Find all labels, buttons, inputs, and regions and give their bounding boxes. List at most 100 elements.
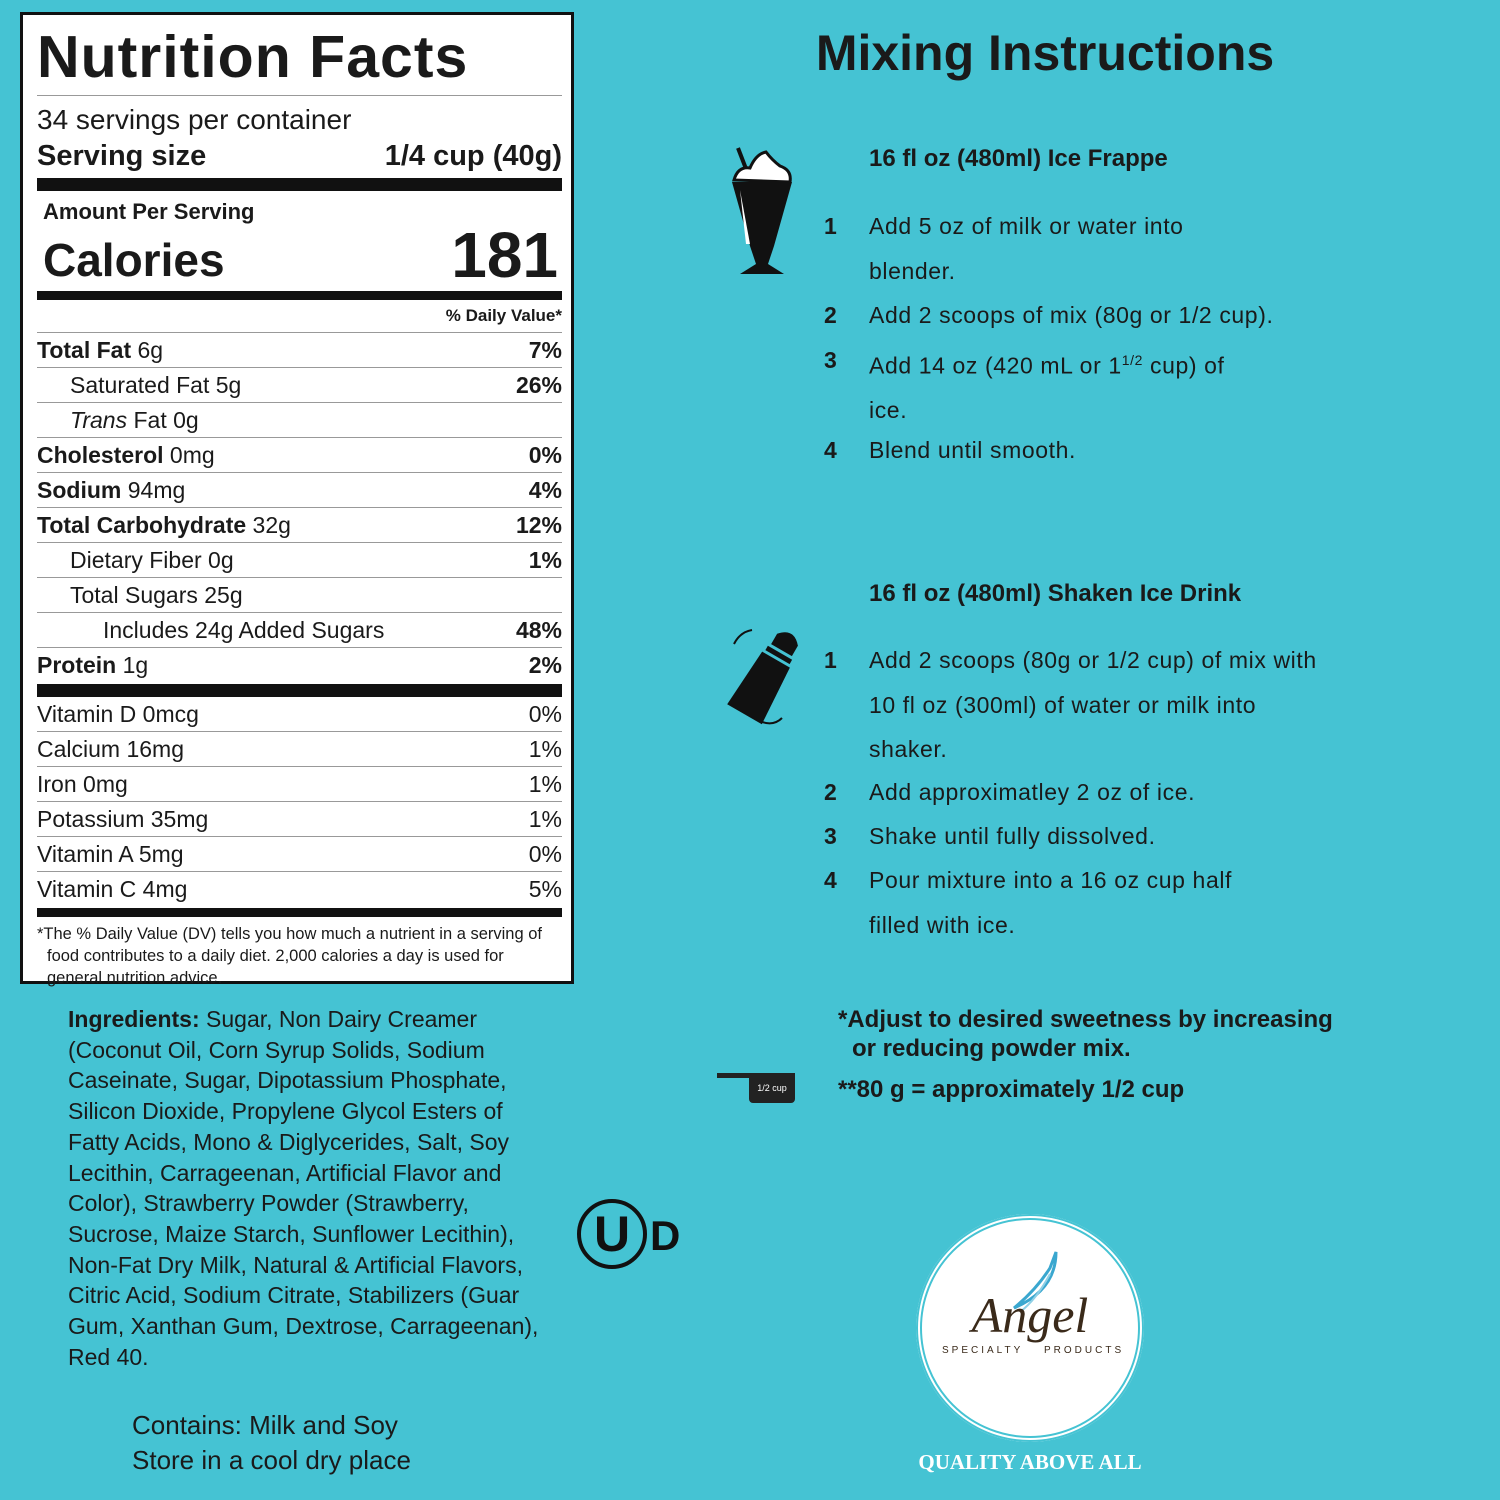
nutrient-dv: 26% bbox=[515, 372, 562, 398]
divider bbox=[37, 95, 562, 96]
vitamin-dv: 1% bbox=[528, 736, 562, 762]
nutrient-dv: 12% bbox=[515, 512, 562, 538]
nutrient-amount: 1g bbox=[122, 652, 149, 678]
step-text: Add 5 oz of milk or water into blender. bbox=[869, 213, 1184, 284]
fraction: 1/2 bbox=[1121, 352, 1143, 368]
nutrition-facts-panel: Nutrition Facts 34 servings per containe… bbox=[20, 12, 574, 987]
thick-divider bbox=[37, 908, 562, 917]
serving-size-label: Serving size bbox=[37, 140, 207, 172]
vitamin-row: Potassium 35mg 1% bbox=[37, 802, 562, 837]
amount-per-serving: Amount Per Serving bbox=[43, 199, 255, 224]
nutrient-row: Trans Fat 0g bbox=[37, 403, 562, 438]
serving-size: Serving size 1/4 cup (40g) bbox=[37, 138, 562, 174]
step-text: Add approximatley 2 oz of ice. bbox=[869, 779, 1196, 805]
nutrition-title: Nutrition Facts bbox=[37, 24, 469, 90]
svg-text:U: U bbox=[594, 1206, 630, 1262]
measuring-scoop-icon: 1/2 cup bbox=[717, 1073, 797, 1105]
storage-text: Store in a cool dry place bbox=[132, 1445, 411, 1475]
nutrient-row: Total Carbohydrate 32g 12% bbox=[37, 508, 562, 543]
nutrient-name: Includes 24g Added Sugars bbox=[103, 617, 385, 643]
nutrient-row: Includes 24g Added Sugars 48% bbox=[37, 613, 562, 648]
nutrient-dv: 7% bbox=[528, 337, 562, 363]
daily-value-header: % Daily Value* bbox=[37, 300, 562, 333]
step-text: Add 2 scoops (80g or 1/2 cup) of mix wit… bbox=[869, 647, 1317, 762]
vitamin-dv: 1% bbox=[528, 771, 562, 797]
ingredients-label: Ingredients: bbox=[68, 1006, 200, 1032]
nutrient-name: Protein bbox=[37, 652, 117, 678]
nutrient-dv: 48% bbox=[515, 617, 562, 643]
thick-divider bbox=[37, 291, 562, 300]
calories-row: Calories 181 bbox=[37, 219, 562, 291]
vitamin-name: Vitamin C 4mg bbox=[37, 876, 188, 902]
nutrient-name: Trans bbox=[70, 407, 128, 433]
shaken-step: 3 Shake until fully dissolved. bbox=[824, 814, 1384, 859]
vitamin-dv: 0% bbox=[528, 701, 562, 727]
step-number: 2 bbox=[824, 302, 838, 328]
shaken-step: 4 Pour mixture into a 16 oz cup half fill… bbox=[824, 858, 1384, 947]
nutrient-row: Sodium 94mg 4% bbox=[37, 473, 562, 508]
step-number: 1 bbox=[824, 213, 838, 239]
shaken-heading: 16 fl oz (480ml) Shaken Ice Drink bbox=[869, 580, 1242, 607]
nutrient-row: Saturated Fat 5g 26% bbox=[37, 368, 562, 403]
nutrient-amount: Fat 0g bbox=[133, 407, 199, 433]
thick-divider bbox=[37, 684, 562, 697]
step-number: 1 bbox=[824, 647, 838, 673]
nutrient-name: Dietary Fiber bbox=[70, 547, 202, 573]
shaker-icon bbox=[726, 622, 806, 737]
nutrient-dv: 4% bbox=[528, 477, 562, 503]
vitamin-row: Iron 0mg 1% bbox=[37, 767, 562, 802]
frappe-step: 1 Add 5 oz of milk or water into blender. bbox=[824, 204, 1384, 293]
nutrient-amount: 6g bbox=[137, 337, 164, 363]
milkshake-icon bbox=[728, 146, 798, 291]
frappe-heading: 16 fl oz (480ml) Ice Frappe bbox=[869, 145, 1168, 172]
vitamin-dv: 1% bbox=[528, 806, 562, 832]
tagline: QUALITY ABOVE ALL bbox=[918, 1450, 1142, 1474]
serving-size-value: 1/4 cup (40g) bbox=[384, 140, 562, 172]
vitamin-row: Calcium 16mg 1% bbox=[37, 732, 562, 767]
daily-value-footnote: *The % Daily Value (DV) tells you how mu… bbox=[37, 925, 543, 987]
step-number: 2 bbox=[824, 779, 838, 805]
step-text: Blend until smooth. bbox=[869, 437, 1077, 463]
nutrient-row: Cholesterol 0mg 0% bbox=[37, 438, 562, 473]
vitamin-name: Calcium 16mg bbox=[37, 736, 184, 762]
vitamin-row: Vitamin A 5mg 0% bbox=[37, 837, 562, 872]
nutrient-amount: 5g bbox=[215, 372, 242, 398]
step-text: Shake until fully dissolved. bbox=[869, 823, 1156, 849]
svg-text:D: D bbox=[650, 1212, 680, 1259]
vitamin-name: Iron 0mg bbox=[37, 771, 128, 797]
nutrient-amount: 94mg bbox=[127, 477, 186, 503]
nutrient-name: Total Sugars bbox=[70, 582, 198, 608]
nutrient-amount: 0mg bbox=[169, 442, 215, 468]
ingredients: Ingredients: Sugar, Non Dairy Creamer (C… bbox=[68, 1004, 546, 1372]
nutrient-amount: 0g bbox=[208, 547, 234, 573]
vitamin-name: Vitamin A 5mg bbox=[37, 841, 184, 867]
step-text: Add 2 scoops of mix (80g or 1/2 cup). bbox=[869, 302, 1274, 328]
step-text: cup) of ice. bbox=[869, 352, 1225, 424]
step-number: 4 bbox=[824, 437, 838, 463]
mixing-title: Mixing Instructions bbox=[815, 25, 1275, 81]
frappe-step: 2 Add 2 scoops of mix (80g or 1/2 cup). bbox=[824, 293, 1384, 338]
servings-per-container: 34 servings per container bbox=[37, 104, 352, 135]
nutrient-dv: 0% bbox=[528, 442, 562, 468]
nutrient-name: Sodium bbox=[37, 477, 122, 503]
vitamin-name: Vitamin D 0mcg bbox=[37, 701, 199, 727]
nutrient-row: Protein 1g 2% bbox=[37, 648, 562, 682]
step-number: 3 bbox=[824, 347, 838, 373]
nutrient-name: Cholesterol bbox=[37, 442, 164, 468]
step-number: 3 bbox=[824, 823, 838, 849]
wing-icon bbox=[1013, 1251, 1058, 1313]
nutrient-dv: 2% bbox=[528, 652, 562, 678]
vitamin-row: Vitamin C 4mg 5% bbox=[37, 872, 562, 906]
vitamin-name: Potassium 35mg bbox=[37, 806, 209, 832]
allergen-storage: Contains: Milk and Soy Store in a cool d… bbox=[132, 1408, 411, 1478]
measure-note: **80 g = approximately 1/2 cup bbox=[838, 1076, 1185, 1103]
frappe-step: 3 Add 14 oz (420 mL or 11/2 cup) of ice. bbox=[824, 338, 1384, 433]
contains-text: Contains: Milk and Soy bbox=[132, 1410, 398, 1440]
nutrient-dv: 1% bbox=[528, 547, 562, 573]
logo-script: Angel bbox=[971, 1287, 1089, 1343]
scoop-label: 1/2 cup bbox=[749, 1073, 795, 1103]
thick-divider bbox=[37, 178, 562, 191]
vitamin-dv: 0% bbox=[528, 841, 562, 867]
angel-logo: Angel SPECIALTY PRODUCTS bbox=[916, 1214, 1144, 1442]
calories-value: 181 bbox=[451, 219, 558, 291]
